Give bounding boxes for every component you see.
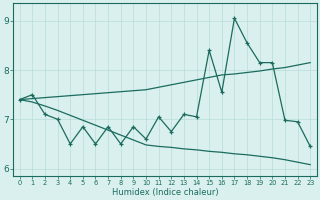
X-axis label: Humidex (Indice chaleur): Humidex (Indice chaleur) <box>112 188 218 197</box>
